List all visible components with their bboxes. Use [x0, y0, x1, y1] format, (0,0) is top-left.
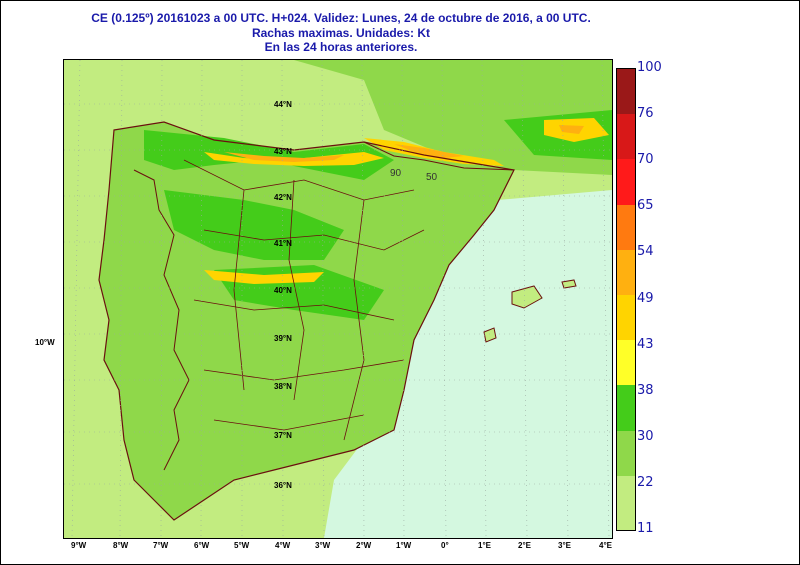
gust-label: 90	[390, 168, 402, 179]
scale-swatch	[617, 114, 635, 160]
scale-label: 49	[637, 290, 654, 306]
lon-label: 1°E	[478, 541, 491, 550]
scale-label: 70	[637, 152, 654, 168]
scale-swatch	[617, 69, 635, 115]
lat-label-42: 42°N	[274, 193, 292, 202]
sea-calm-east	[324, 190, 612, 538]
scale-swatch	[617, 204, 635, 250]
lon-label: 1°W	[396, 541, 412, 550]
border-portugal	[133, 169, 190, 471]
lon-label: 8°W	[113, 541, 129, 550]
lat-label-43: 43°N	[274, 147, 292, 156]
scale-swatch	[617, 385, 635, 431]
border-france	[363, 141, 515, 171]
lat-label-37: 37°N	[274, 431, 292, 440]
scale-label: 30	[637, 428, 654, 444]
lon-label: 4°E	[599, 541, 612, 550]
balearic-mallorca	[511, 285, 543, 309]
scale-swatch	[617, 295, 635, 341]
lon-label: 9°W	[71, 541, 87, 550]
zone-49	[224, 152, 344, 162]
zone-38	[144, 130, 394, 180]
lon-label: 2°W	[356, 541, 372, 550]
scale-label: 54	[637, 244, 654, 260]
coastline	[98, 121, 515, 521]
scale-swatch	[617, 340, 635, 386]
lat-label-39: 39°N	[274, 334, 292, 343]
lat-label-41: 41°N	[274, 239, 292, 248]
lon-label: 6°W	[194, 541, 210, 550]
scale-swatch	[617, 159, 635, 205]
gust-map: 90 50 44°N 43°N 42°N 41°N 40°N 39°N 38°N…	[63, 59, 613, 539]
zone-49-b	[394, 144, 464, 158]
zone-43-c	[204, 270, 324, 284]
gust-label: 50	[426, 172, 438, 183]
lon-label: 3°E	[558, 541, 571, 550]
scale-label: 100	[637, 60, 662, 75]
lat-label-36: 36°N	[274, 481, 292, 490]
title-line-2: Rachas maximas. Unidades: Kt	[251, 26, 431, 40]
scale-swatch	[617, 475, 635, 531]
title-line-3: En las 24 horas anteriores.	[264, 40, 418, 54]
scale-label: 43	[637, 336, 654, 352]
scale-label: 65	[637, 198, 654, 214]
lon-label: 7°W	[153, 541, 169, 550]
lat-label-38: 38°N	[274, 382, 292, 391]
color-scale	[616, 68, 636, 531]
side-label-10w: 10°W	[35, 338, 55, 347]
scale-label: 22	[637, 474, 654, 490]
scale-swatch	[617, 430, 635, 476]
zone-49-c	[559, 125, 584, 134]
lon-label: 0°	[441, 541, 449, 550]
lon-label: 2°E	[518, 541, 531, 550]
region-borders	[183, 159, 425, 441]
scale-label: 11	[637, 521, 654, 536]
lat-label-44: 44°N	[274, 100, 292, 109]
zone-38-b	[164, 190, 344, 260]
lon-label: 5°W	[234, 541, 250, 550]
map-canvas: 90 50	[64, 60, 612, 538]
scale-label: 76	[637, 106, 654, 122]
scale-label: 38	[637, 382, 654, 398]
lon-label: 3°W	[315, 541, 331, 550]
scale-swatch	[617, 249, 635, 296]
title-line-1: CE (0.125º) 20161023 a 00 UTC. H+024. Va…	[91, 11, 591, 25]
lon-label: 4°W	[275, 541, 291, 550]
balearic-menorca	[561, 279, 577, 289]
lat-label-40: 40°N	[274, 286, 292, 295]
balearic-ibiza	[483, 327, 497, 343]
